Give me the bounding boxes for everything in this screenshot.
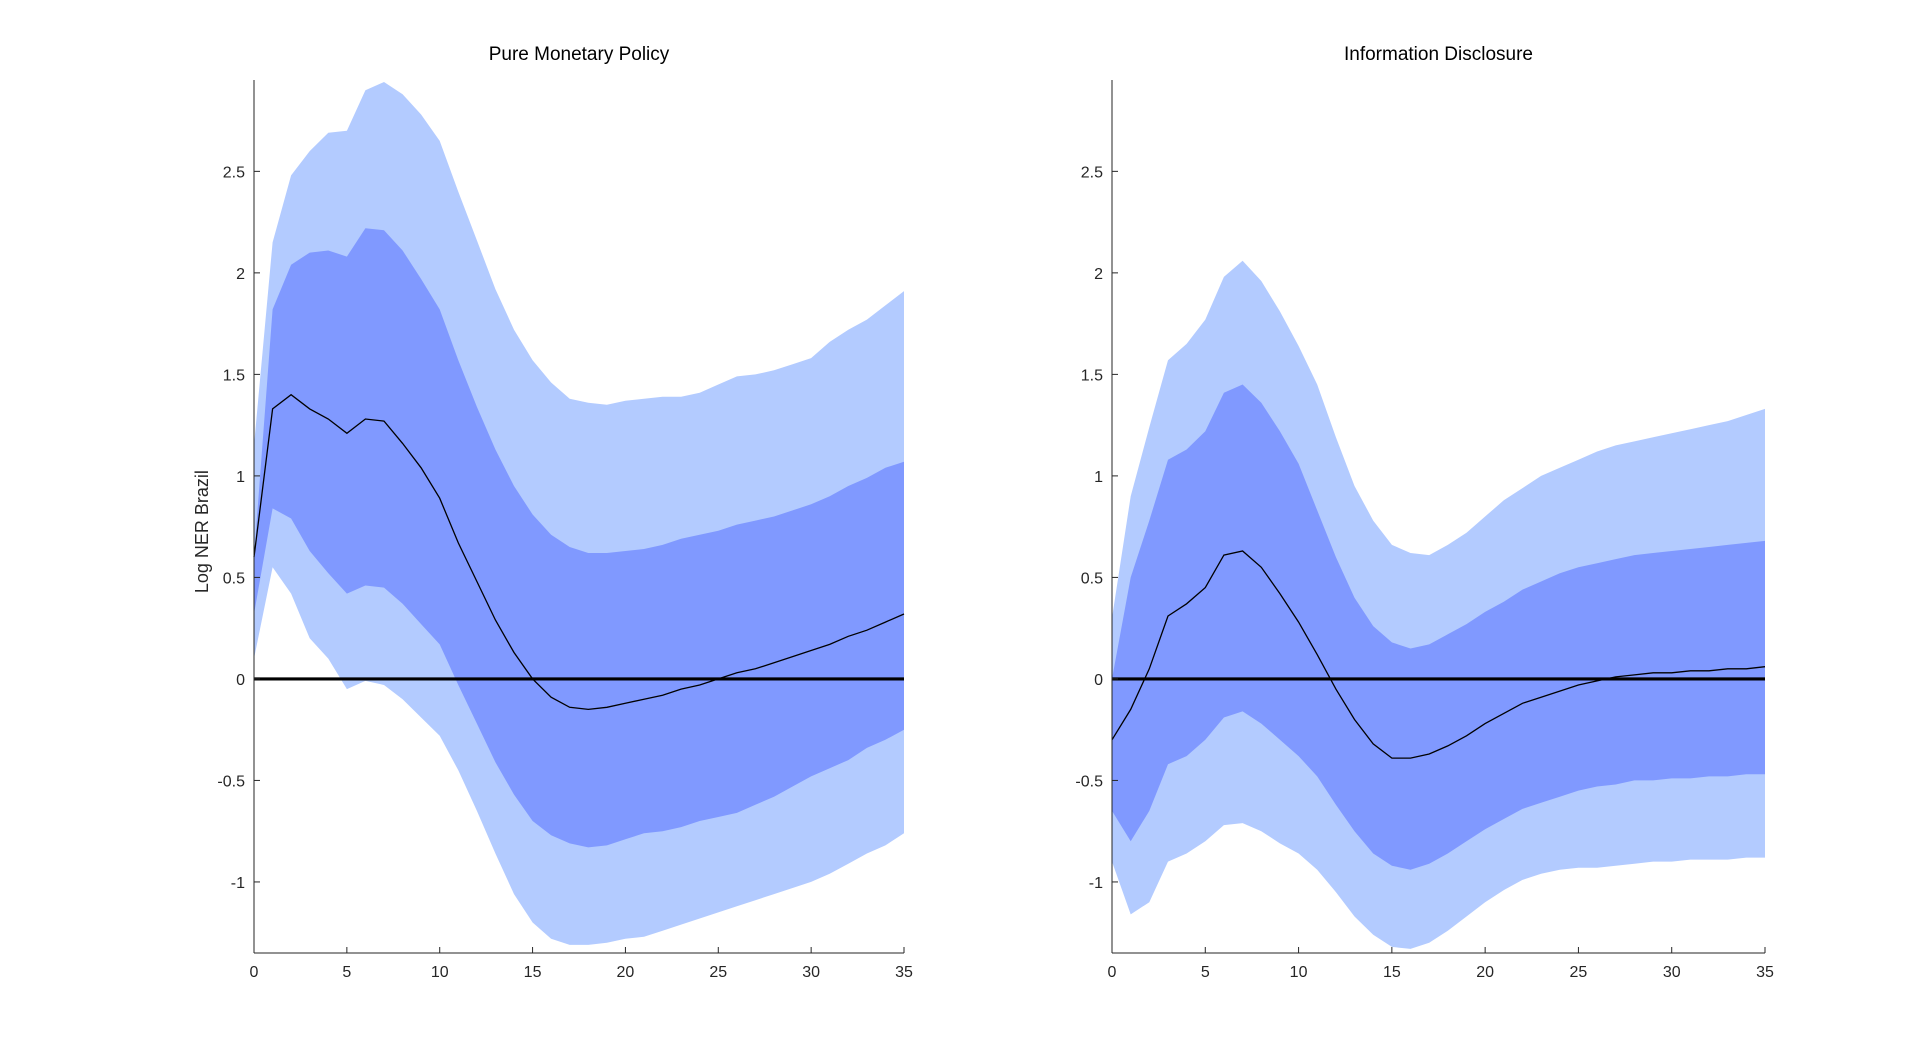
- median-response-line: [253, 393, 905, 711]
- x-tick-label: 15: [1383, 964, 1401, 981]
- x-tick-label: 35: [1756, 964, 1774, 981]
- x-tick-label: 15: [524, 964, 542, 981]
- x-tick-label: 20: [617, 964, 635, 981]
- chart-title: Pure Monetary Policy: [489, 44, 670, 65]
- panel-pure-monetary-policy: Pure Monetary Policy Log NER Brazil 0 5 10…: [192, 44, 913, 981]
- axes: 0 5 10 15 20 25 30 35 -1 -0.5 0 0.5 1 1.5 2 2.5: [217, 80, 913, 981]
- y-tick-label: -1: [1089, 875, 1103, 892]
- x-tick-label: 5: [342, 964, 351, 981]
- x-tick-label: 10: [431, 964, 449, 981]
- y-tick-label: 1.5: [1081, 367, 1103, 384]
- x-tick-label: 10: [1290, 964, 1308, 981]
- y-tick-label: -0.5: [1075, 773, 1103, 790]
- inner-confidence-band: [1112, 384, 1765, 870]
- x-tick-label: 0: [250, 964, 259, 981]
- y-tick-label: -0.5: [217, 773, 245, 790]
- y-tick-label: 0: [1094, 672, 1103, 689]
- y-axis-label: Log NER Brazil: [192, 470, 212, 593]
- y-tick-label: 0: [236, 672, 245, 689]
- plot-area: [1111, 260, 1766, 949]
- y-tick-label: 2: [1094, 266, 1103, 283]
- y-tick-label: 2.5: [223, 164, 245, 181]
- x-tick-label: 20: [1476, 964, 1494, 981]
- axes: 0 5 10 15 20 25 30 35 -1 -0.5 0 0.5 1 1.5 2 2.5: [1075, 80, 1774, 981]
- x-tick-label: 35: [895, 964, 913, 981]
- y-tick-label: 1: [1094, 469, 1103, 486]
- y-tick-label: -1: [231, 875, 245, 892]
- median-response-line: [1111, 550, 1766, 759]
- x-tick-label: 25: [1570, 964, 1588, 981]
- y-tick-label: 0.5: [223, 570, 245, 587]
- y-tick-label: 0.5: [1081, 570, 1103, 587]
- plot-area: [253, 82, 905, 945]
- x-tick-label: 0: [1108, 964, 1117, 981]
- x-tick-label: 5: [1201, 964, 1210, 981]
- chart-title: Information Disclosure: [1344, 44, 1533, 65]
- panel-information-disclosure: Information Disclosure 0 5 10 15 20 25 30 35-1-…: [1075, 44, 1774, 981]
- y-tick-label: 2: [236, 266, 245, 283]
- x-tick-label: 30: [802, 964, 820, 981]
- y-tick-label: 2.5: [1081, 164, 1103, 181]
- x-tick-label: 30: [1663, 964, 1681, 981]
- x-tick-label: 25: [709, 964, 727, 981]
- inner-confidence-band: [254, 228, 904, 848]
- y-tick-label: 1: [236, 469, 245, 486]
- y-tick-label: 1.5: [223, 367, 245, 384]
